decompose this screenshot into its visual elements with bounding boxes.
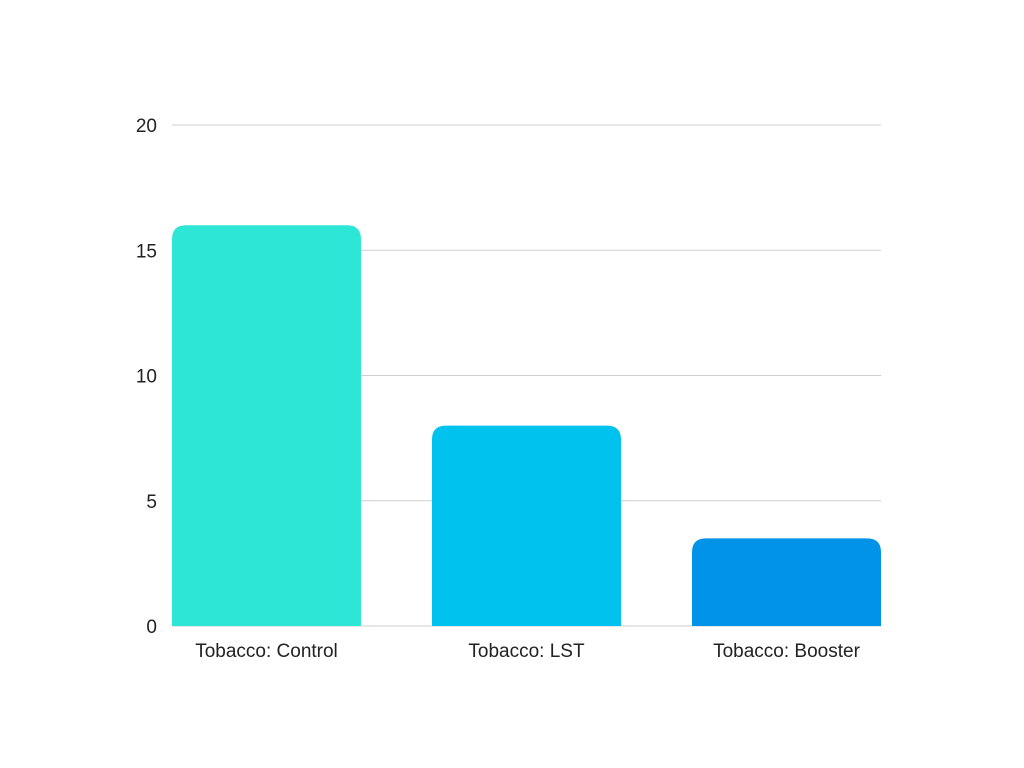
y-tick-label: 15 xyxy=(136,241,157,262)
x-category-label: Tobacco: Booster xyxy=(713,641,860,662)
y-tick-label: 5 xyxy=(146,492,157,513)
bar xyxy=(172,225,361,626)
y-tick-label: 20 xyxy=(136,116,157,137)
x-category-label: Tobacco: LST xyxy=(468,641,585,662)
x-category-label: Tobacco: Control xyxy=(195,641,338,662)
y-tick-label: 0 xyxy=(146,617,157,638)
bar xyxy=(432,425,621,626)
bar xyxy=(692,538,881,626)
y-tick-label: 10 xyxy=(136,367,157,388)
